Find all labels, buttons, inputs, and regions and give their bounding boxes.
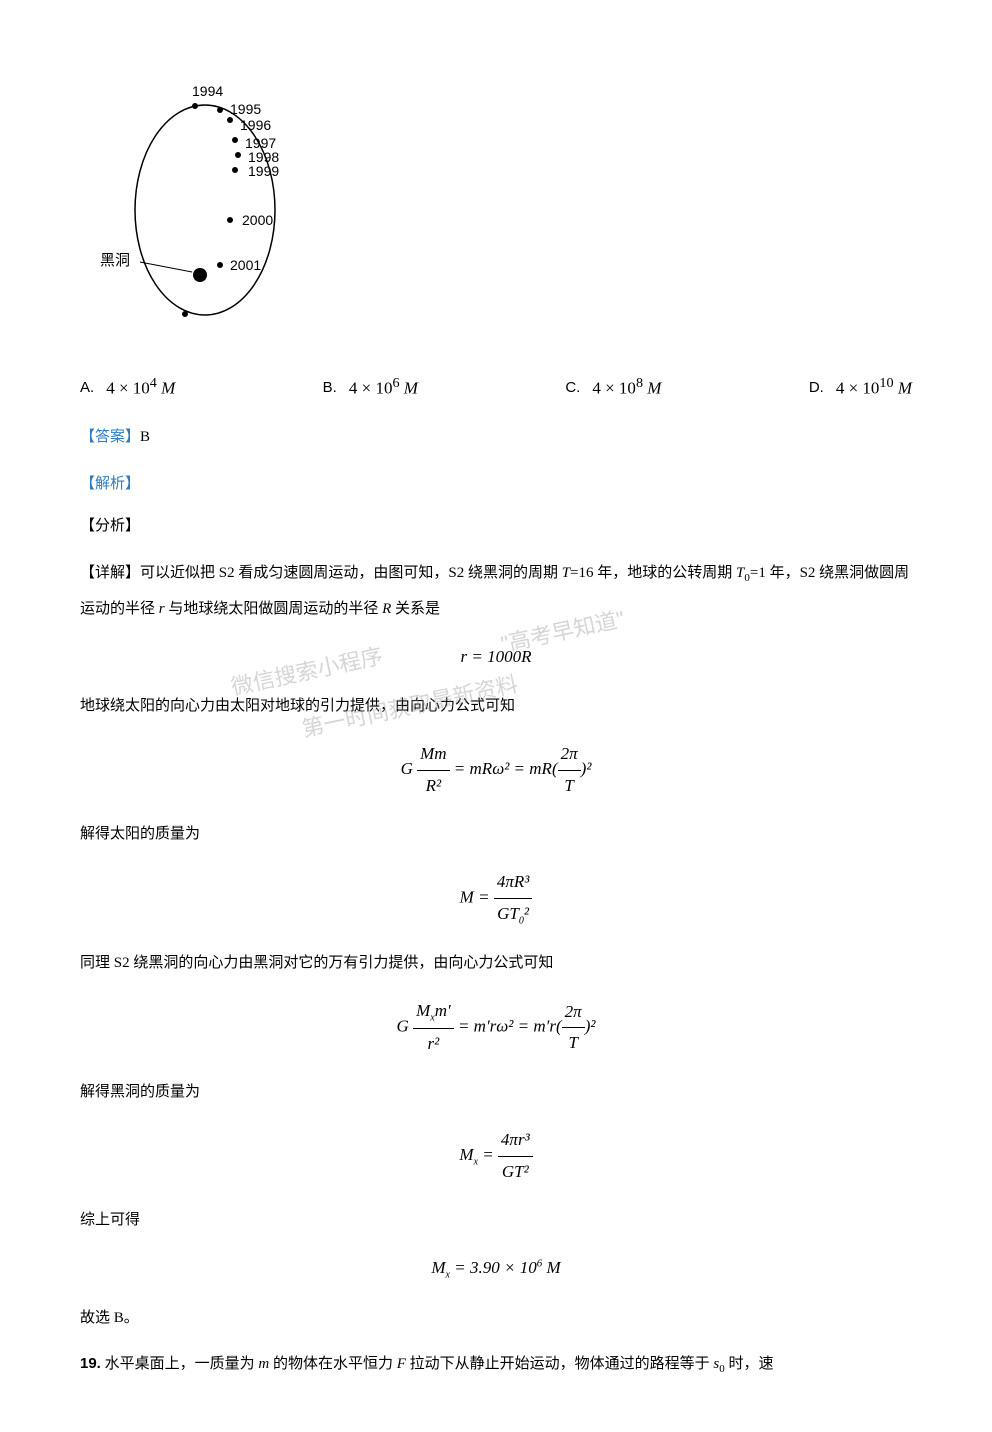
option-a-value: 4 × 104 M bbox=[106, 371, 175, 404]
paragraph-2: 地球绕太阳的向心力由太阳对地球的引力提供，由向心力公式可知 bbox=[80, 688, 912, 724]
answer-value: B bbox=[140, 429, 150, 445]
orbit-svg: 1994 1995 1996 1997 1998 1999 2000 2001 … bbox=[100, 60, 320, 320]
question-19: 19. 水平桌面上，一质量为 m 的物体在水平恒力 F 拉动下从静止开始运动，物… bbox=[80, 1346, 912, 1382]
orbit-diagram: 1994 1995 1996 1997 1998 1999 2000 2001 … bbox=[100, 60, 912, 331]
black-hole-label: 黑洞 bbox=[100, 252, 130, 269]
question-19-number: 19. bbox=[80, 1355, 101, 1372]
option-b: B. 4 × 106 M bbox=[323, 371, 418, 404]
option-b-label: B. bbox=[323, 374, 337, 401]
formula-3: M = 4πR³GT0² bbox=[80, 867, 912, 930]
paragraph-4: 同理 S2 绕黑洞的向心力由黑洞对它的万有引力提供，由向心力公式可知 bbox=[80, 945, 912, 981]
option-c-label: C. bbox=[565, 374, 580, 401]
formula-6: Mx = 3.90 × 106 M bbox=[80, 1253, 912, 1284]
analysis-label: 【解析】 bbox=[80, 471, 912, 498]
answer-bracket: 【答案】 bbox=[80, 429, 140, 445]
option-c-value: 4 × 108 M bbox=[592, 371, 661, 404]
paragraph-1-text: 可以近似把 S2 看成匀速圆周运动，由图可知，S2 绕黑洞的周期 T=16 年，… bbox=[80, 565, 909, 617]
answer-options: A. 4 × 104 M B. 4 × 106 M C. 4 × 108 M D… bbox=[80, 371, 912, 404]
formula-2: G MmR² = mRω² = mR(2πT)² bbox=[80, 739, 912, 801]
option-a-label: A. bbox=[80, 374, 94, 401]
formula-4: G Mxm′r² = m′rω² = m′r(2πT)² bbox=[80, 996, 912, 1059]
year-1999: 1999 bbox=[248, 163, 279, 179]
paragraph-7: 故选 B。 bbox=[80, 1300, 912, 1336]
paragraph-6: 综上可得 bbox=[80, 1202, 912, 1238]
question-19-text: 水平桌面上，一质量为 m 的物体在水平恒力 F 拉动下从静止开始运动，物体通过的… bbox=[101, 1356, 774, 1372]
option-d: D. 4 × 1010 M bbox=[809, 371, 912, 404]
year-2000: 2000 bbox=[242, 212, 273, 228]
formula-1: r = 1000R bbox=[80, 642, 912, 673]
answer-line: 【答案】B bbox=[80, 424, 912, 451]
year-1994: 1994 bbox=[192, 83, 223, 99]
paragraph-3: 解得太阳的质量为 bbox=[80, 816, 912, 852]
option-b-value: 4 × 106 M bbox=[349, 371, 418, 404]
option-d-label: D. bbox=[809, 374, 824, 401]
watermark-region: "高考早知道" 微信搜索小程序 第一时间获取最新资料 r = 1000R 地球绕… bbox=[80, 642, 912, 852]
year-2001: 2001 bbox=[230, 257, 261, 273]
detail-label: 【详解】 bbox=[80, 565, 140, 581]
option-c: C. 4 × 108 M bbox=[565, 371, 661, 404]
year-1995: 1995 bbox=[230, 101, 261, 117]
analysis-sub-label: 【分析】 bbox=[80, 513, 912, 540]
year-1996: 1996 bbox=[240, 117, 271, 133]
paragraph-5: 解得黑洞的质量为 bbox=[80, 1074, 912, 1110]
option-a: A. 4 × 104 M bbox=[80, 371, 175, 404]
formula-1-text: r = 1000R bbox=[461, 647, 532, 666]
year-2002: 2002 bbox=[174, 317, 205, 320]
detail-paragraph-1: 【详解】可以近似把 S2 看成匀速圆周运动，由图可知，S2 绕黑洞的周期 T=1… bbox=[80, 555, 912, 627]
option-d-value: 4 × 1010 M bbox=[836, 371, 912, 404]
formula-5: Mx = 4πr³GT² bbox=[80, 1125, 912, 1187]
